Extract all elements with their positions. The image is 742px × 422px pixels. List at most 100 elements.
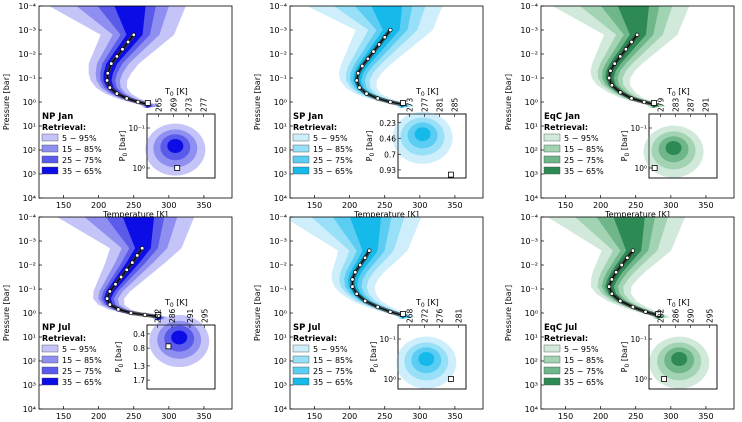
inset-x-axis-label: T0 [K] <box>415 298 439 309</box>
inset-x-axis-label: T0 [K] <box>666 87 690 98</box>
x-tick-label: 300 <box>412 412 427 421</box>
inset-y-label-unit: [bar] <box>365 131 374 153</box>
y-tick-label: 10⁰ <box>23 98 36 107</box>
x-tick-label: 200 <box>593 412 608 421</box>
profile-point <box>388 27 393 33</box>
inset-x-label-main: T <box>164 87 170 96</box>
band-3 <box>332 217 408 319</box>
profile-point <box>612 61 617 66</box>
y-tick-label: 10¹ <box>23 122 36 131</box>
y-tick-label: 10³ <box>23 381 36 390</box>
legend-label: 5 − 95% <box>62 345 97 354</box>
uncertainty-bands <box>306 6 443 108</box>
inset-x-tick-label: 265 <box>154 97 163 112</box>
inset-truth-marker <box>651 165 658 171</box>
profile-point <box>618 90 623 95</box>
inset-truth-marker <box>165 343 172 350</box>
inset-y-label-unit: [bar] <box>118 131 127 153</box>
y-tick-label: 10⁴ <box>274 194 287 203</box>
legend-swatch <box>41 144 59 153</box>
inset-x-axis-label: T0 [K] <box>164 87 188 98</box>
inset-x-tick-label: 282 <box>154 308 163 323</box>
inset-border <box>648 324 718 390</box>
band-4 <box>103 6 151 108</box>
inset-contour-4 <box>671 352 688 366</box>
legend-label: 15 − 85% <box>564 356 604 365</box>
inset-contour-4 <box>665 141 682 155</box>
profile-point <box>613 270 619 275</box>
profile-point <box>124 267 129 272</box>
x-tick-label: 350 <box>196 412 211 421</box>
panel-title: EqC Jan <box>544 112 580 122</box>
inset-contours <box>396 336 457 389</box>
y-tick-label: 10⁰ <box>525 98 538 107</box>
legend-label: 35 − 65% <box>313 167 353 176</box>
profile-point <box>350 284 355 289</box>
panel-title: SP Jan <box>293 112 323 122</box>
inset-y-axis-label: P0 [bar] <box>365 131 376 162</box>
profile-point <box>116 307 121 312</box>
x-tick-label: 150 <box>56 412 71 421</box>
inset-x-tick-label: 276 <box>436 308 445 323</box>
inset-x-label-main: T <box>415 87 421 96</box>
inset-y-label-sub: 0 <box>373 364 380 368</box>
inset-y-tick-label: 1.3 <box>133 362 145 371</box>
legend-swatch <box>543 377 561 386</box>
profile-point <box>362 298 368 304</box>
profile-point <box>367 248 372 253</box>
y-tick-label: 10⁴ <box>525 194 538 203</box>
inset-x-tick-label: 295 <box>705 308 714 323</box>
profile-point <box>124 96 129 101</box>
inset-border <box>397 324 467 390</box>
profile-point <box>634 32 640 37</box>
y-axis-label: Pressure [bar] <box>504 74 513 130</box>
inset-y-label-unit: [bar] <box>369 342 378 364</box>
y-tick-label: 10⁻³ <box>269 26 287 35</box>
inset-y-tick-label: 0.4 <box>133 330 145 339</box>
profile-point <box>629 96 634 101</box>
inset-contour-4 <box>167 139 184 153</box>
legend-swatch <box>543 166 561 175</box>
x-axis-label: Temperature [K] <box>353 210 419 219</box>
y-tick-label: 10² <box>274 146 287 155</box>
profile-point <box>135 253 140 258</box>
profile-point <box>606 75 612 81</box>
y-tick-label: 10⁻² <box>269 50 287 59</box>
profile-point <box>107 289 113 294</box>
panel-title: EqC Jul <box>544 323 577 333</box>
y-tick-label: 10³ <box>525 381 538 390</box>
inset-y-label-sub: 0 <box>624 153 631 157</box>
inset-x-tick-label: 277 <box>420 97 429 112</box>
inset-truth-marker <box>447 171 454 178</box>
inset-contours <box>643 125 704 178</box>
legend-title: Retrieval: <box>544 123 588 132</box>
legend-label: 5 − 95% <box>313 134 348 143</box>
profile-point <box>128 310 134 316</box>
legend-swatch <box>543 144 561 153</box>
profile-point <box>358 262 363 268</box>
inset-x-tick-label: 272 <box>420 308 429 323</box>
y-tick-label: 10⁻¹ <box>520 285 538 294</box>
y-tick-label: 10⁰ <box>274 309 287 318</box>
inset-border <box>648 113 718 179</box>
legend-swatch <box>292 344 310 353</box>
inset-x-label-unit: [K] <box>425 298 439 307</box>
uncertainty-bands <box>547 217 685 319</box>
profile-point <box>625 255 630 260</box>
profile-point <box>618 298 623 304</box>
legend-swatch <box>292 355 310 364</box>
x-tick-label: 250 <box>126 201 141 210</box>
panel-sp-jan: 10⁻⁴ 10⁻³ 10⁻² 10⁻¹ 10⁰ 10¹ 10² 10³ 10⁴ 150 200 250… <box>253 2 484 219</box>
x-tick-label: 300 <box>663 201 678 210</box>
inset-x-tick-label: 281 <box>454 308 463 323</box>
inset-y-tick-label: 10⁰ <box>634 164 647 173</box>
legend-title: Retrieval: <box>293 123 337 132</box>
y-tick-label: 10² <box>274 357 287 366</box>
y-tick-label: 10⁻³ <box>520 237 538 246</box>
legend-swatch <box>543 155 561 164</box>
legend-swatch <box>292 144 310 153</box>
profile-point <box>142 312 148 318</box>
y-tick-label: 10¹ <box>274 333 287 342</box>
legend-swatch <box>41 166 59 175</box>
